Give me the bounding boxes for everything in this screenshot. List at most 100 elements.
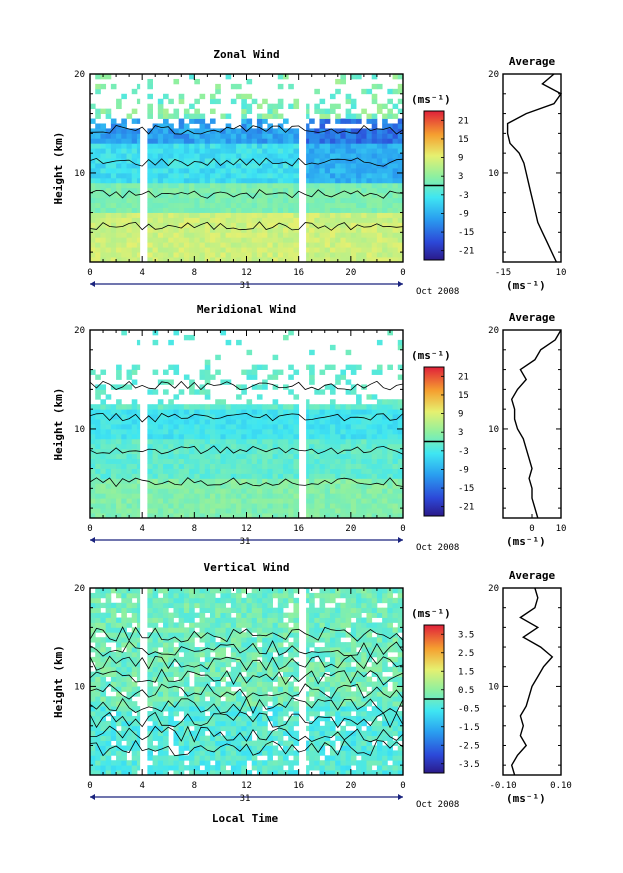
day-axis-arrow (90, 537, 95, 543)
colorbar-tick-label: 1.5 (458, 667, 474, 677)
average-y-tick-label: 20 (488, 70, 499, 80)
colorbar-tick-label: 15 (458, 391, 469, 401)
x-tick-label: 16 (293, 781, 304, 791)
day-axis-arrow (398, 281, 403, 287)
colorbar-tick-label: -15 (458, 484, 474, 494)
colorbar-tick-label: 21 (458, 116, 469, 126)
average-y-tick-label: 10 (488, 425, 499, 435)
average-y-tick-label: 10 (488, 169, 499, 179)
data-gap (140, 589, 146, 775)
colorbar-tick-label: 9 (458, 410, 463, 420)
x-tick-label: 4 (139, 268, 144, 278)
colorbar-unit-label: (ms⁻¹) (411, 93, 451, 106)
colorbar-tick-label: -1.5 (458, 723, 480, 733)
average-x-tick-label: 10 (556, 524, 567, 534)
x-tick-label: 20 (345, 524, 356, 534)
colorbar-tick-label: 9 (458, 154, 463, 164)
data-gap (140, 75, 146, 262)
y-tick-label: 10 (74, 169, 85, 179)
y-tick-label: 20 (74, 70, 85, 80)
x-tick-label: 0 (87, 524, 92, 534)
x-tick-label: 20 (345, 268, 356, 278)
x-axis-label: Local Time (212, 812, 279, 825)
average-unit-label: (ms⁻¹) (506, 279, 546, 292)
colorbar-tick-label: -15 (458, 228, 474, 238)
panel-title: Zonal Wind (213, 48, 279, 61)
average-title: Average (509, 55, 556, 68)
panel-title: Vertical Wind (203, 561, 289, 574)
colorbar-tick-label: -3 (458, 447, 469, 457)
zero-contours (89, 380, 404, 488)
x-tick-label: 4 (139, 524, 144, 534)
x-tick-label: 16 (293, 524, 304, 534)
average-x-tick-label: -0.10 (489, 781, 516, 791)
colorbar-tick-label: 0.5 (458, 686, 474, 696)
average-y-tick-label: 10 (488, 682, 499, 692)
colorbar-tick-label: -3.5 (458, 760, 480, 770)
x-tick-label: 12 (241, 781, 252, 791)
day-label: 31 (240, 537, 251, 547)
heatmap-field (90, 74, 404, 263)
average-x-tick-label: 0 (529, 524, 534, 534)
x-tick-label: 0 (87, 781, 92, 791)
data-gap (140, 331, 146, 518)
average-frame (502, 73, 562, 263)
colorbar-tick-label: -2.5 (458, 741, 480, 751)
x-tick-label: 12 (241, 524, 252, 534)
x-tick-label: 8 (192, 268, 197, 278)
colorbar-tick-label: -21 (458, 503, 474, 513)
y-tick-label: 10 (74, 682, 85, 692)
colorbar-unit-label: (ms⁻¹) (411, 349, 451, 362)
average-profile-line (510, 587, 554, 776)
y-tick-label: 20 (74, 584, 85, 594)
x-tick-label: 0 (400, 524, 405, 534)
day-axis-arrow (90, 794, 95, 800)
colorbar-tick-label: -3 (458, 191, 469, 201)
average-y-tick-label: 20 (488, 584, 499, 594)
x-tick-label: 12 (241, 268, 252, 278)
panel-title: Meridional Wind (197, 303, 296, 316)
data-gap (300, 75, 307, 262)
average-profile-line (510, 329, 562, 519)
colorbar-tick-label: 21 (458, 372, 469, 382)
x-tick-label: 8 (192, 781, 197, 791)
average-title: Average (509, 311, 556, 324)
x-tick-label: 0 (400, 781, 405, 791)
day-axis-arrow (398, 537, 403, 543)
data-gap (300, 589, 307, 775)
y-axis-label: Height (km) (52, 645, 65, 718)
x-tick-label: 20 (345, 781, 356, 791)
colorbar-unit-label: (ms⁻¹) (411, 607, 451, 620)
colorbar-tick-label: 3.5 (458, 630, 474, 640)
y-axis-label: Height (km) (52, 132, 65, 205)
colorbar-tick-label: 3 (458, 428, 463, 438)
day-axis-arrow (90, 281, 95, 287)
colorbar-tick-label: -9 (458, 465, 469, 475)
average-title: Average (509, 569, 556, 582)
x-tick-label: 0 (400, 268, 405, 278)
date-label: Oct 2008 (416, 800, 459, 810)
colorbar-tick-label: 15 (458, 135, 469, 145)
heatmap-field (90, 330, 404, 519)
average-unit-label: (ms⁻¹) (506, 792, 546, 805)
average-x-tick-label: -15 (495, 268, 511, 278)
y-tick-label: 10 (74, 425, 85, 435)
average-unit-label: (ms⁻¹) (506, 535, 546, 548)
date-label: Oct 2008 (416, 287, 459, 297)
zero-contours (89, 626, 404, 757)
colorbar-tick-label: -21 (458, 247, 474, 257)
average-x-tick-label: 0.10 (550, 781, 572, 791)
colorbar-tick-label: 3 (458, 172, 463, 182)
y-axis-label: Height (km) (52, 388, 65, 461)
y-tick-label: 20 (74, 326, 85, 336)
x-tick-label: 8 (192, 524, 197, 534)
colorbar-tick-label: -9 (458, 209, 469, 219)
day-axis-arrow (398, 794, 403, 800)
x-tick-label: 0 (87, 268, 92, 278)
day-label: 31 (240, 794, 251, 804)
day-label: 31 (240, 281, 251, 291)
colorbar-tick-label: -0.5 (458, 704, 480, 714)
x-tick-label: 4 (139, 781, 144, 791)
colorbar-tick-label: 2.5 (458, 649, 474, 659)
date-label: Oct 2008 (416, 543, 459, 553)
